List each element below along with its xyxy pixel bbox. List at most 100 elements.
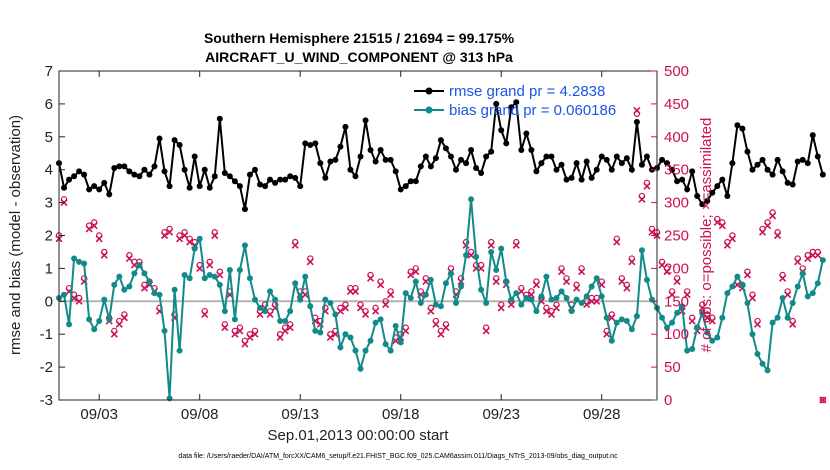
obs-assimilated-point (668, 291, 676, 299)
obs-assimilated-stroke (643, 182, 651, 190)
rmse-point (488, 148, 495, 155)
x-tick-label: 09/23 (482, 406, 520, 423)
rmse-point (241, 206, 248, 213)
obs-assimilated-stroke (281, 327, 289, 335)
obs-assimilated-stroke (683, 291, 691, 299)
rmse-point (553, 166, 560, 173)
bias-point (427, 276, 434, 283)
bias-point (684, 347, 691, 354)
bias-point (352, 347, 359, 354)
rmse-point (638, 161, 645, 168)
bias-point (86, 316, 93, 323)
bias-point (397, 339, 404, 346)
bias-point (513, 290, 520, 297)
obs-assimilated-stroke (286, 324, 294, 332)
bias-point (729, 283, 736, 290)
obs-assimilated-stroke (196, 264, 204, 272)
rmse-point (186, 184, 193, 191)
obs-assimilated-stroke (497, 304, 505, 312)
obs-assimilated-point (206, 261, 214, 269)
rmse-point (437, 137, 444, 144)
legend: rmse grand pr = 4.2838 bias grand pr = 0… (414, 83, 616, 119)
obs-assimilated-stroke (100, 251, 108, 259)
obs-assimilated-point (593, 297, 601, 305)
rmse-point (91, 183, 98, 190)
bias-point (533, 308, 540, 315)
obs-assimilated-stroke (557, 268, 566, 276)
bias-point (508, 296, 515, 303)
rmse-point (478, 169, 485, 176)
obs-assimilated-point (557, 268, 566, 276)
rmse-point (573, 160, 580, 167)
obs-assimilated-point (110, 330, 118, 338)
bias-point (287, 308, 294, 315)
obs-assimilated-point (412, 268, 420, 276)
rmse-point (347, 166, 354, 173)
rmse-point (287, 173, 294, 180)
obs-assimilated-stroke (437, 330, 445, 338)
rmse-point (578, 176, 585, 183)
rmse-point (156, 135, 163, 142)
obs-assimilated-point (648, 228, 656, 236)
bias-point (141, 270, 148, 277)
y-right-tick-label: 500 (664, 63, 689, 80)
rmse-point (754, 161, 761, 168)
rmse-point (608, 166, 615, 173)
bias-point (121, 286, 128, 293)
bias-point (106, 316, 113, 323)
obs-assimilated-point (176, 235, 184, 243)
obs-assimilated-point (341, 304, 350, 312)
obs-assimilated-stroke (160, 231, 169, 240)
bias-point (503, 278, 510, 285)
obs-assimilated-point (427, 307, 435, 315)
bias-point (277, 318, 284, 325)
rmse-point (724, 193, 731, 200)
obs-assimilated-point (562, 277, 571, 286)
obs-assimilated-stroke (628, 258, 636, 266)
obs-assimilated-point (758, 228, 767, 236)
bias-point (76, 258, 83, 265)
bias-point (412, 278, 419, 285)
obs-assimilated-point (165, 228, 174, 236)
bias-point (799, 270, 806, 277)
obs-assimilated-stroke (115, 320, 123, 328)
rmse-point (231, 178, 238, 185)
rmse-point (789, 181, 796, 188)
obs-assimilated-stroke (703, 314, 711, 322)
obs-assimilated-stroke (206, 261, 214, 269)
bias-point (608, 337, 615, 344)
bias-point (623, 318, 630, 325)
obs-assimilated-stroke (698, 304, 706, 312)
obs-assimilated-stroke (748, 294, 757, 302)
obs-assimilated-point (718, 222, 726, 230)
rmse-point (367, 146, 374, 153)
bias-point (131, 270, 138, 277)
rmse-point (106, 191, 113, 198)
bias-point (156, 291, 163, 298)
bias-point (704, 329, 711, 336)
rmse-point (704, 197, 711, 204)
obs-assimilated-stroke (392, 337, 400, 345)
rmse-point (714, 183, 721, 190)
rmse-point (819, 171, 826, 178)
obs-assimilated-point (246, 333, 254, 342)
rmse-point (734, 122, 741, 129)
obs-assimilated-stroke (763, 222, 772, 230)
obs-assimilated-stroke (467, 251, 475, 259)
rmse-point (236, 183, 243, 190)
rmse-point (503, 140, 510, 147)
bias-point (342, 331, 349, 338)
rmse-point (337, 143, 344, 150)
obs-assimilated-point (387, 291, 395, 299)
rmse-point (136, 173, 143, 180)
bias-point (181, 271, 188, 278)
rmse-point (799, 156, 806, 163)
rmse-point (452, 166, 459, 173)
bias-point (518, 301, 525, 308)
obs-assimilated-point (221, 324, 229, 332)
bias-point (151, 290, 158, 297)
bias-point (367, 337, 374, 344)
rmse-point (146, 171, 153, 178)
rmse-point (257, 181, 264, 188)
rmse-point (171, 137, 178, 144)
